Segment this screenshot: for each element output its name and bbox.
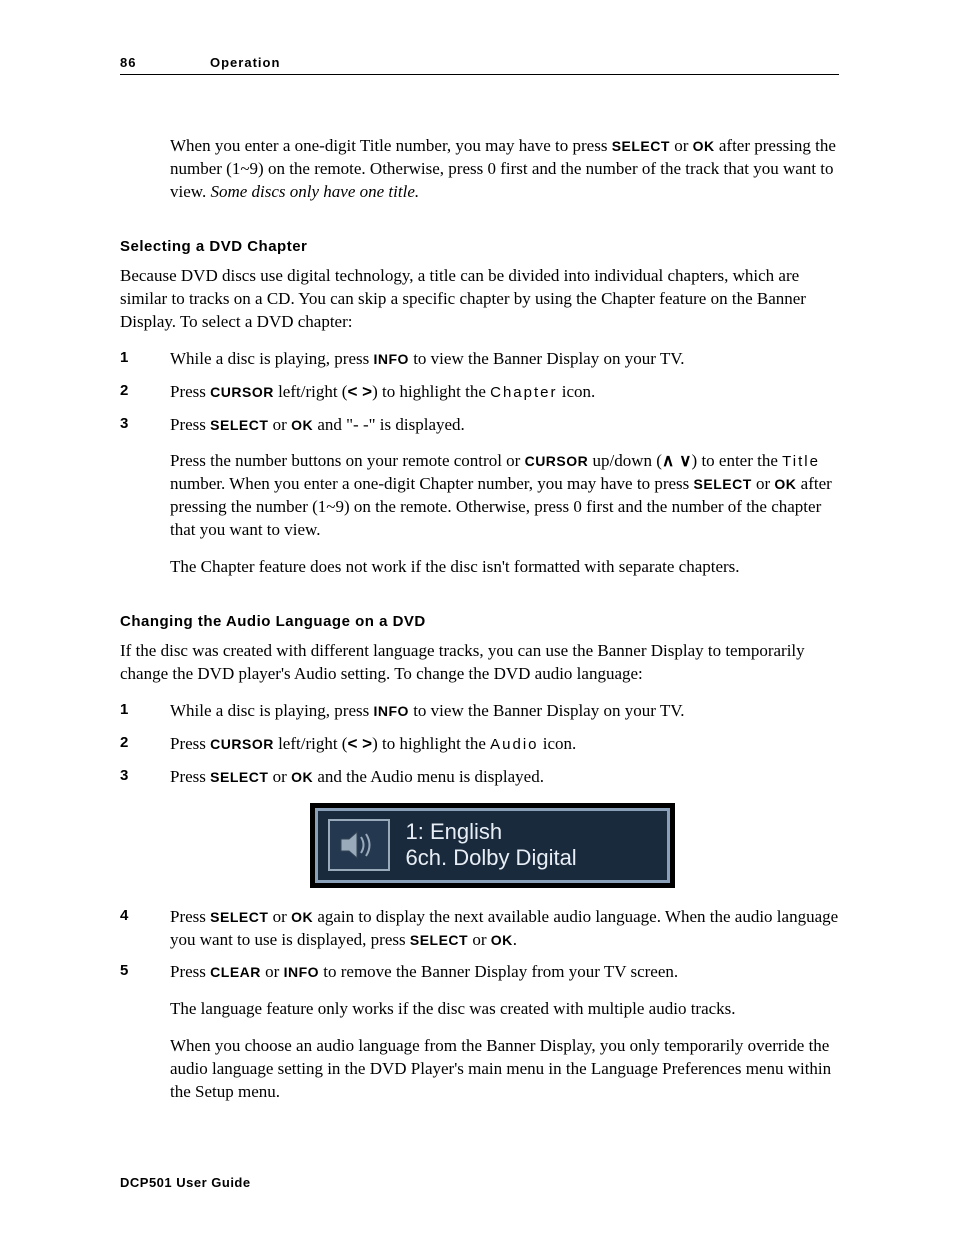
- keycap-ok: OK: [291, 769, 313, 785]
- keycap-select: SELECT: [612, 138, 670, 154]
- sec1-intro: Because DVD discs use digital technology…: [120, 265, 839, 334]
- keycap-info: INFO: [374, 703, 409, 719]
- keycap-ok: OK: [693, 138, 715, 154]
- osd-text: 1: English 6ch. Dolby Digital: [406, 819, 577, 872]
- keycap-select: SELECT: [410, 932, 468, 948]
- osd-audio-display: 1: English 6ch. Dolby Digital: [310, 803, 675, 888]
- sec2-steps-b: Press SELECT or OK again to display the …: [145, 906, 839, 985]
- keycap-cursor: CURSOR: [210, 736, 274, 752]
- manual-page: 86 Operation When you enter a one-digit …: [0, 0, 954, 1235]
- heading-selecting-chapter: Selecting a DVD Chapter: [120, 238, 839, 255]
- keycap-ok: OK: [291, 417, 313, 433]
- step-item: Press CURSOR left/right (< >) to highlig…: [145, 733, 839, 756]
- step-item: While a disc is playing, press INFO to v…: [145, 348, 839, 371]
- keycap-cursor: CURSOR: [210, 384, 274, 400]
- keycap-clear: CLEAR: [210, 964, 261, 980]
- intro-paragraph: When you enter a one-digit Title number,…: [170, 135, 839, 204]
- step-item: Press CURSOR left/right (< >) to highlig…: [145, 381, 839, 404]
- step-item: Press SELECT or OK and the Audio menu is…: [145, 766, 839, 789]
- step-item: While a disc is playing, press INFO to v…: [145, 700, 839, 723]
- heading-audio-language: Changing the Audio Language on a DVD: [120, 613, 839, 630]
- sec1-followup: Press the number buttons on your remote …: [170, 450, 839, 542]
- sec1-steps: While a disc is playing, press INFO to v…: [145, 348, 839, 437]
- header-section: Operation: [210, 55, 280, 70]
- keycap-select: SELECT: [694, 476, 752, 492]
- keycap-cursor: CURSOR: [525, 453, 589, 469]
- keycap-select: SELECT: [210, 769, 268, 785]
- sec1-note: The Chapter feature does not work if the…: [170, 556, 839, 579]
- keycap-ok: OK: [491, 932, 513, 948]
- keycap-ok: OK: [291, 909, 313, 925]
- keycap-info: INFO: [374, 351, 409, 367]
- keycap-ok: OK: [774, 476, 796, 492]
- keycap-select: SELECT: [210, 417, 268, 433]
- step-item: Press CLEAR or INFO to remove the Banner…: [145, 961, 839, 984]
- keycap-select: SELECT: [210, 909, 268, 925]
- keycap-info: INFO: [284, 964, 319, 980]
- page-number: 86: [120, 55, 210, 70]
- sec2-intro: If the disc was created with different l…: [120, 640, 839, 686]
- page-header: 86 Operation: [120, 55, 839, 75]
- sec2-note2: When you choose an audio language from t…: [170, 1035, 839, 1104]
- step-item: Press SELECT or OK and "- -" is displaye…: [145, 414, 839, 437]
- sec2-steps-a: While a disc is playing, press INFO to v…: [145, 700, 839, 789]
- footer-guide-title: DCP501 User Guide: [120, 1175, 251, 1190]
- speaker-icon: [328, 819, 390, 871]
- sec2-note1: The language feature only works if the d…: [170, 998, 839, 1021]
- step-item: Press SELECT or OK again to display the …: [145, 906, 839, 952]
